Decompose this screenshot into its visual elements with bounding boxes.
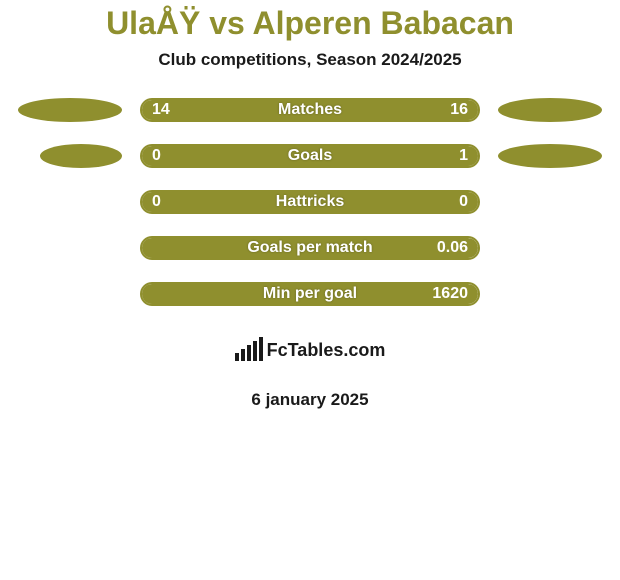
comparison-container: UlaÅŸ vs Alperen Babacan Club competitio… [0, 0, 620, 410]
right-ellipse [498, 144, 602, 168]
stat-value-right: 16 [450, 101, 468, 119]
logo-text: FcTables.com [267, 340, 386, 361]
stat-value-left: 0 [152, 193, 161, 211]
stat-label: Goals per match [247, 239, 372, 257]
page-title: UlaÅŸ vs Alperen Babacan [0, 0, 620, 50]
stat-label: Min per goal [263, 285, 357, 303]
stat-row: 14 Matches 16 [0, 98, 620, 122]
stat-row: 0 Hattricks 0 [0, 190, 620, 214]
stat-value-right: 0 [459, 193, 468, 211]
date-label: 6 january 2025 [0, 382, 620, 410]
logo-bars-icon [235, 339, 263, 361]
left-ellipse-wrap [18, 144, 122, 168]
stat-value-left: 14 [152, 101, 170, 119]
stat-bar: 0 Goals 1 [140, 144, 480, 168]
stat-label: Matches [278, 101, 342, 119]
right-ellipse [498, 98, 602, 122]
stat-value-right: 0.06 [437, 239, 468, 257]
stat-row: Goals per match 0.06 [0, 236, 620, 260]
stat-label: Hattricks [276, 193, 344, 211]
stat-bar: Min per goal 1620 [140, 282, 480, 306]
left-ellipse [18, 98, 122, 122]
stat-bar: 0 Hattricks 0 [140, 190, 480, 214]
stats-root: 14 Matches 16 0 Goals 1 0 Hattricks 0 Goals per m… [0, 98, 620, 306]
page-subtitle: Club competitions, Season 2024/2025 [0, 50, 620, 98]
right-ellipse-wrap [498, 98, 602, 122]
stat-value-right: 1620 [432, 285, 468, 303]
stat-row: 0 Goals 1 [0, 144, 620, 168]
stat-label: Goals [288, 147, 332, 165]
stat-value-right: 1 [459, 147, 468, 165]
stat-bar: 14 Matches 16 [140, 98, 480, 122]
source-logo: FcTables.com [202, 328, 418, 372]
right-ellipse-wrap [498, 144, 602, 168]
left-ellipse-wrap [18, 98, 122, 122]
stat-bar: Goals per match 0.06 [140, 236, 480, 260]
stat-row: Min per goal 1620 [0, 282, 620, 306]
left-ellipse [40, 144, 122, 168]
stat-value-left: 0 [152, 147, 161, 165]
